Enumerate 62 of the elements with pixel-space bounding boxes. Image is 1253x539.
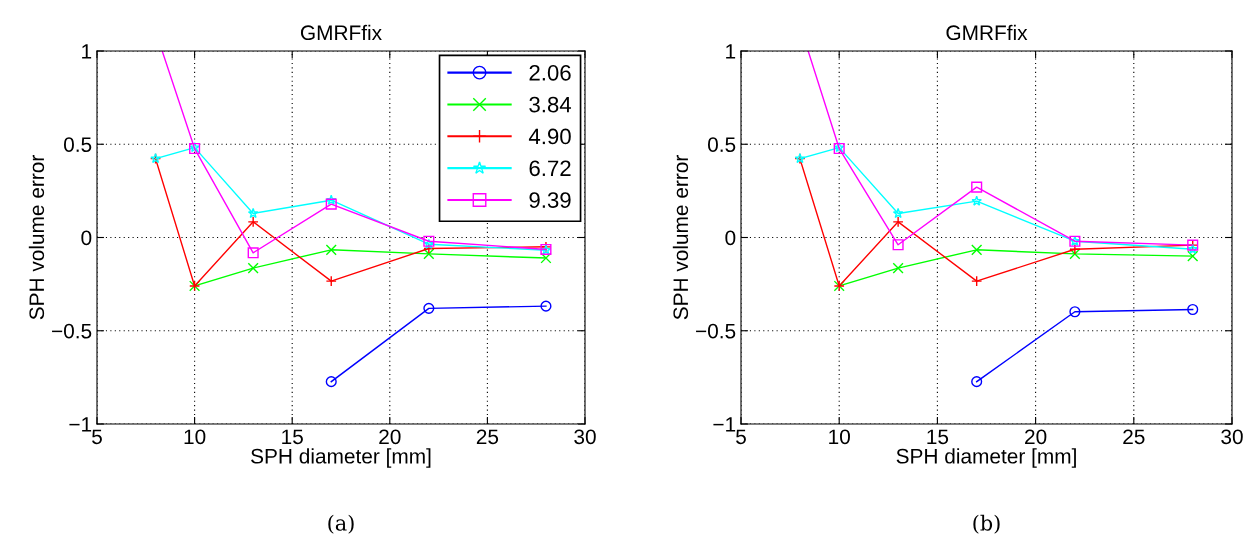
y-tick-label: 0.5: [707, 137, 736, 152]
x-tick-label: 15: [282, 429, 303, 445]
x-tick-label: 10: [184, 429, 206, 445]
point: [892, 216, 904, 228]
point: [423, 302, 435, 314]
point: [971, 181, 983, 193]
y-tick-label: −0.5: [52, 323, 92, 339]
legend-label: 3.84: [529, 96, 572, 113]
point: [325, 194, 337, 205]
point: [325, 376, 337, 388]
x-tick-label: 5: [736, 429, 746, 445]
legend-label: 2.06: [529, 64, 571, 81]
point: [1069, 248, 1081, 260]
point: [892, 207, 904, 219]
point: [540, 300, 552, 312]
point: [325, 275, 337, 287]
text: (b): [973, 514, 1000, 534]
x-tick-label: 30: [574, 429, 596, 445]
point: [247, 216, 259, 228]
x-tick-label: 25: [1123, 429, 1145, 445]
point: [423, 248, 435, 260]
chart-title: GMRFfix: [946, 24, 1028, 41]
legend-label: 6.72: [529, 160, 571, 177]
point: [892, 239, 904, 251]
x-tick-label: 10: [829, 429, 850, 445]
y-tick-label: −1: [713, 417, 736, 432]
point: [325, 244, 337, 256]
point: [971, 244, 983, 256]
point: [1069, 243, 1081, 255]
y-tick-label: 1: [82, 44, 92, 59]
y-tick-label: 1: [726, 44, 736, 59]
legend-label: 4.90: [528, 128, 571, 145]
point: [971, 275, 983, 287]
point: [247, 207, 259, 219]
point: [540, 252, 552, 264]
point: [247, 247, 259, 259]
point: [892, 262, 904, 274]
point: [971, 376, 983, 388]
legend-label: 9.39: [529, 192, 571, 208]
point: [1187, 303, 1199, 316]
point: [971, 195, 982, 206]
point: [247, 262, 259, 274]
x-tick-label: 20: [379, 429, 401, 445]
text: (a): [328, 514, 354, 534]
point: [1187, 250, 1199, 262]
x-tick-label: 5: [92, 429, 102, 445]
y-tick-label: 0.5: [63, 137, 92, 152]
x-axis-title: SPH diameter [mm]: [251, 448, 431, 468]
chart-title: GMRFfix: [300, 24, 382, 41]
x-tick-label: 15: [927, 429, 949, 445]
y-tick-label: 0: [81, 230, 92, 246]
y-tick-label: 0: [725, 230, 736, 246]
point: [325, 198, 337, 210]
x-tick-label: 30: [1221, 429, 1243, 445]
y-axis-title: SPH volume error: [672, 155, 689, 320]
x-tick-label: 25: [476, 429, 499, 445]
x-axis-title: SPH diameter [mm]: [896, 448, 1076, 468]
x-tick-label: 20: [1025, 429, 1047, 445]
y-tick-label: −0.5: [696, 323, 736, 339]
y-tick-label: −1: [69, 417, 92, 432]
point: [1069, 306, 1081, 318]
y-axis-title: SPH volume error: [28, 155, 45, 320]
